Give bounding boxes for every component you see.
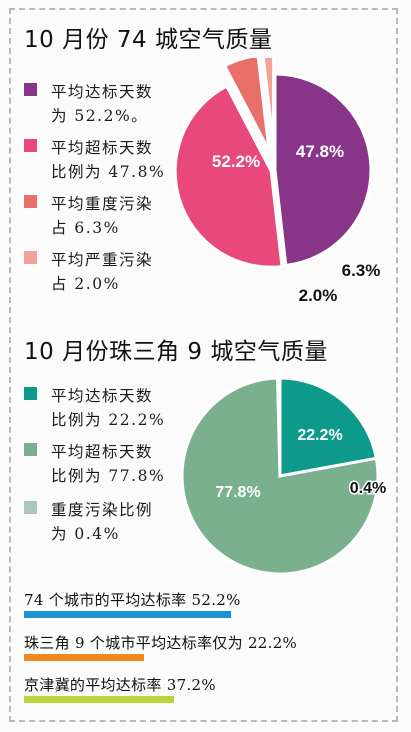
stat-bar [24,611,231,618]
stat-jjj-cities: 京津冀的平均达标率 37.2% [24,674,354,703]
stat-bar [24,654,144,661]
pie-slice [222,58,271,152]
legend-text: 平均重度污染 占 6.3% [51,195,154,237]
legend-text: 平均严重污染 占 2.0% [51,251,154,293]
pie-slice [273,72,373,268]
pie-slice [278,376,379,478]
stat-bar [24,696,174,703]
chart2-pie: 22.2% 77.8% 0.4% [180,364,388,574]
pie-slice-label: 47.8% [296,142,344,161]
pie-slice-label: 77.8% [215,484,260,501]
chart2-title: 10 月份珠三角 9 城空气质量 [24,339,328,365]
pie-slice-label: 2.0% [299,286,338,305]
legend-text: 平均达标天数 为 52.2%。 [51,83,154,125]
legend-text: 重度污染比例 为 0.4% [51,501,154,543]
stat-text: 京津冀的平均达标率 37.2% [24,676,216,694]
legend-swatch [24,195,37,208]
chart1-pie: 52.2% 47.8% 6.3%2.0% [173,58,382,307]
legend-swatch [24,139,37,152]
legend-swatch [24,83,37,96]
stat-text: 珠三角 9 个城市平均达标率仅为 22.2% [24,634,298,652]
legend-text: 平均超标天数 比例为 77.8% [51,443,166,485]
legend-swatch [24,443,37,456]
stat-text: 74 个城市的平均达标率 52.2% [24,591,241,609]
legend-text: 平均达标天数 比例为 22.2% [51,387,166,429]
stat-74-cities: 74 个城市的平均达标率 52.2% [24,589,354,618]
dashed-frame [9,8,398,722]
pie-slice [180,376,380,574]
legend-swatch [24,387,37,400]
legend-swatch [24,251,37,264]
stat-prd-cities: 珠三角 9 个城市平均达标率仅为 22.2% [24,632,384,661]
pie-slice [261,58,276,147]
pie-slice-label: 6.3% [342,261,381,280]
pie-slice-label: 52.2% [212,152,260,171]
pie-slice [173,84,284,269]
pie-slice-label: 22.2% [297,427,342,444]
pie-slice-label: 0.4% [350,480,386,497]
chart1-title: 10 月份 74 城空气质量 [24,27,273,53]
legend-swatch [24,501,37,514]
pie-slice [275,364,282,465]
legend-text: 平均超标天数 比例为 47.8% [51,139,166,181]
